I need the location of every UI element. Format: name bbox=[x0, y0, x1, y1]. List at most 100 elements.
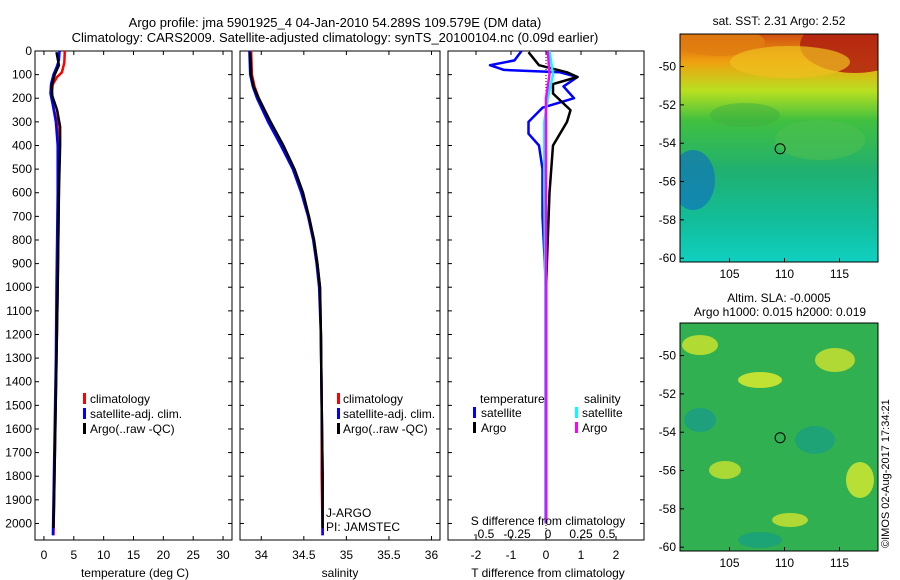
salinity-x-axis: 34 34.5 35 35.5 36 bbox=[255, 51, 439, 562]
differences-lines bbox=[488, 50, 579, 540]
y-tick-label: 1600 bbox=[5, 422, 32, 436]
x-tick-label: 1 bbox=[578, 548, 585, 562]
sla-map-axes bbox=[679, 322, 879, 552]
temperature-y-axis: 0 100 200 300 400 500 600 700 800 900 1000 1100 1200… bbox=[5, 44, 232, 530]
sla-map-title: Altim. SLA: -0.0005 bbox=[727, 291, 831, 305]
x-tick-label: 0 bbox=[543, 548, 550, 562]
map-y-tick-label: -56 bbox=[659, 464, 677, 478]
y-tick-label: 1400 bbox=[5, 375, 32, 389]
sst-map-axes bbox=[679, 33, 879, 263]
temperature-axes bbox=[34, 50, 233, 541]
sla-high-patch bbox=[815, 348, 855, 372]
y-tick-label: 1500 bbox=[5, 398, 32, 412]
legend-swatch-satellite bbox=[337, 408, 340, 419]
x-tick-label: 10 bbox=[97, 548, 111, 562]
series-line bbox=[527, 51, 579, 524]
temperature-legend: climatology satellite-adj. clim. Argo(..… bbox=[83, 392, 182, 436]
legend-label-satellite: satellite-adj. clim. bbox=[90, 407, 182, 421]
footer-timestamp: ©IMOS 02-Aug-2017 17:34:21 bbox=[880, 399, 892, 548]
panel-differences: -2 -1 0 1 2 S difference from climatology -0… bbox=[447, 50, 645, 580]
sla-map-subtitle: Argo h1000: 0.015 h2000: 0.019 bbox=[694, 305, 866, 319]
map-x-tick-label: 105 bbox=[719, 267, 739, 281]
x-tick-label: 34.5 bbox=[292, 548, 316, 562]
x-tick-label: 34 bbox=[255, 548, 269, 562]
legend-label-s-argo: Argo bbox=[582, 421, 608, 435]
y-tick-label: 600 bbox=[12, 186, 32, 200]
annotation-pi: PI: JAMSTEC bbox=[326, 520, 400, 534]
salinity-y-ticks bbox=[240, 50, 440, 524]
y-tick-label: 0 bbox=[25, 44, 32, 58]
sla-high-patch bbox=[709, 461, 741, 479]
legend-swatch-climatology bbox=[83, 393, 86, 404]
legend-swatch-t-satellite bbox=[473, 407, 476, 418]
y-tick-label: 1000 bbox=[5, 280, 32, 294]
differences-legend: temperature salinity satellite Argo sate… bbox=[473, 392, 623, 435]
salinity-legend: climatology satellite-adj. clim. Argo(..… bbox=[337, 392, 435, 436]
map-y-tick-label: -50 bbox=[659, 60, 677, 74]
s-tick-label: 0 bbox=[545, 527, 552, 541]
sla-high-patch bbox=[846, 462, 874, 498]
map-x-tick-label: 110 bbox=[775, 267, 794, 281]
map-y-tick-label: -50 bbox=[659, 349, 677, 363]
legend-swatch-s-argo bbox=[575, 422, 578, 433]
series-line bbox=[488, 50, 579, 524]
y-tick-label: 1700 bbox=[5, 446, 32, 460]
title-line1: Argo profile: jma 5901925_4 04-Jan-2010 … bbox=[129, 15, 542, 30]
differences-s-axis-label: S difference from climatology bbox=[471, 514, 626, 528]
map-x-tick-label: 110 bbox=[775, 556, 794, 570]
x-tick-label: 35 bbox=[340, 548, 354, 562]
s-tick-label: 0.25 bbox=[569, 527, 593, 541]
y-tick-label: 500 bbox=[12, 162, 32, 176]
x-tick-label: 15 bbox=[127, 548, 141, 562]
legend-swatch-satellite bbox=[83, 408, 86, 419]
legend-label-s-satellite: satellite bbox=[582, 406, 623, 420]
map-x-tick-label: 115 bbox=[830, 556, 849, 570]
differences-xlabel: T difference from climatology bbox=[471, 566, 625, 580]
salinity-axes bbox=[239, 50, 441, 541]
x-tick-label: -1 bbox=[506, 548, 517, 562]
series-line bbox=[249, 50, 324, 536]
legend-label-climatology: climatology bbox=[343, 392, 403, 406]
y-tick-label: 400 bbox=[12, 138, 32, 152]
temperature-x-axis: 0 5 10 15 20 25 30 bbox=[41, 51, 230, 562]
y-tick-label: 200 bbox=[12, 91, 32, 105]
y-tick-label: 800 bbox=[12, 233, 32, 247]
map-y-tick-label: -60 bbox=[659, 540, 677, 554]
map-y-tick-label: -52 bbox=[659, 387, 677, 401]
temperature-lines bbox=[49, 50, 67, 536]
sla-high-patch bbox=[772, 513, 808, 527]
x-tick-label: 25 bbox=[187, 548, 201, 562]
salinity-xlabel: salinity bbox=[322, 566, 359, 580]
legend-label-t-argo: Argo bbox=[481, 421, 507, 435]
legend-swatch-argo bbox=[337, 423, 340, 434]
legend-swatch-argo bbox=[83, 423, 86, 434]
sla-map-ticks: 105 110 115 -50 -52 -54 -56 -58 -60 bbox=[659, 349, 850, 570]
x-tick-label: 36 bbox=[425, 548, 439, 562]
panel-temperature: 0100200300400500600700800900100011001200… bbox=[5, 44, 233, 580]
y-tick-label: 100 bbox=[12, 68, 32, 82]
sst-cool-patch bbox=[680, 150, 715, 210]
series-line bbox=[248, 50, 324, 536]
sst-warm-patch bbox=[680, 34, 765, 56]
map-x-tick-label: 115 bbox=[830, 267, 849, 281]
sla-high-patch bbox=[738, 372, 782, 388]
x-tick-label: 20 bbox=[157, 548, 171, 562]
x-tick-label: 30 bbox=[216, 548, 230, 562]
legend-title-salinity: salinity bbox=[584, 392, 621, 406]
s-tick-label: -0.5 bbox=[474, 527, 495, 541]
salinity-lines bbox=[248, 50, 324, 536]
x-tick-label: -2 bbox=[471, 548, 482, 562]
y-tick-label: 700 bbox=[12, 209, 32, 223]
sla-low-patch bbox=[738, 532, 782, 548]
temperature-xlabel: temperature (deg C) bbox=[81, 566, 189, 580]
map-y-tick-label: -54 bbox=[659, 136, 677, 150]
legend-title-temperature: temperature bbox=[480, 392, 545, 406]
map-y-tick-label: -54 bbox=[659, 425, 677, 439]
y-tick-label: 1900 bbox=[5, 493, 32, 507]
legend-label-satellite: satellite-adj. clim. bbox=[343, 407, 435, 421]
map-y-tick-label: -58 bbox=[659, 502, 677, 516]
s-tick-label: 0.5 bbox=[599, 527, 616, 541]
argo-position-marker bbox=[774, 143, 786, 155]
x-tick-label: 0 bbox=[41, 548, 48, 562]
sla-map: Altim. SLA: -0.0005 Argo h1000: 0.015 h2… bbox=[659, 291, 879, 570]
